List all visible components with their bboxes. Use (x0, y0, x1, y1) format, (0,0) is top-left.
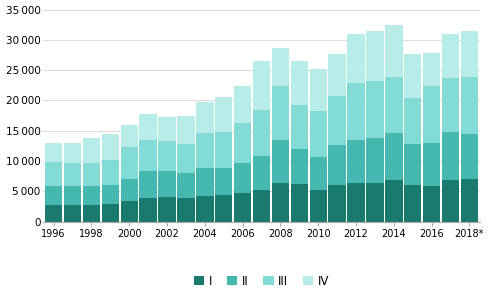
Bar (158, 141, 176, 171)
Bar (366, 183, 383, 222)
Bar (366, 31, 383, 81)
Bar (253, 156, 270, 190)
Bar (64, 143, 81, 162)
Bar (120, 178, 138, 201)
Bar (102, 160, 119, 185)
Bar (347, 83, 365, 140)
Bar (309, 190, 327, 222)
Bar (196, 102, 214, 133)
Bar (215, 195, 232, 222)
Bar (64, 186, 81, 205)
Bar (215, 98, 232, 132)
Bar (139, 114, 157, 140)
Bar (272, 48, 289, 86)
Bar (253, 61, 270, 110)
Bar (404, 185, 421, 222)
Bar (177, 198, 194, 222)
Bar (404, 54, 421, 98)
Bar (139, 198, 157, 222)
Bar (120, 147, 138, 178)
Bar (423, 143, 440, 185)
Bar (328, 95, 346, 145)
Bar (385, 77, 403, 133)
Bar (158, 171, 176, 197)
Bar (234, 86, 251, 124)
Bar (291, 61, 308, 105)
Bar (309, 69, 327, 111)
Bar (64, 205, 81, 222)
Bar (272, 183, 289, 222)
Bar (385, 25, 403, 77)
Bar (309, 111, 327, 157)
Bar (423, 185, 440, 222)
Bar (215, 132, 232, 168)
Bar (347, 34, 365, 83)
Bar (272, 140, 289, 183)
Bar (82, 205, 100, 222)
Bar (215, 168, 232, 195)
Bar (366, 138, 383, 183)
Bar (442, 180, 459, 222)
Bar (385, 133, 403, 180)
Bar (196, 133, 214, 168)
Bar (253, 110, 270, 156)
Bar (291, 149, 308, 184)
Bar (177, 116, 194, 144)
Bar (253, 190, 270, 222)
Bar (82, 138, 100, 162)
Bar (423, 86, 440, 143)
Bar (291, 184, 308, 222)
Bar (461, 31, 478, 77)
Bar (139, 140, 157, 171)
Bar (309, 157, 327, 190)
Bar (120, 201, 138, 222)
Bar (347, 140, 365, 183)
Legend: I, II, III, IV: I, II, III, IV (189, 270, 334, 292)
Bar (234, 193, 251, 222)
Bar (82, 162, 100, 186)
Bar (177, 173, 194, 198)
Bar (442, 34, 459, 78)
Bar (461, 134, 478, 179)
Bar (102, 185, 119, 204)
Bar (45, 205, 62, 222)
Bar (102, 204, 119, 222)
Bar (45, 162, 62, 186)
Bar (328, 185, 346, 222)
Bar (64, 162, 81, 186)
Bar (45, 186, 62, 205)
Bar (423, 53, 440, 86)
Bar (196, 196, 214, 222)
Bar (45, 143, 62, 162)
Bar (177, 144, 194, 173)
Bar (139, 171, 157, 198)
Bar (366, 81, 383, 138)
Bar (442, 132, 459, 180)
Bar (347, 183, 365, 222)
Bar (234, 163, 251, 193)
Bar (158, 197, 176, 222)
Bar (385, 180, 403, 222)
Bar (404, 144, 421, 185)
Bar (234, 124, 251, 163)
Bar (442, 78, 459, 132)
Bar (461, 77, 478, 134)
Bar (82, 186, 100, 205)
Bar (404, 98, 421, 144)
Bar (328, 145, 346, 185)
Bar (461, 179, 478, 222)
Bar (120, 125, 138, 147)
Bar (291, 105, 308, 149)
Bar (102, 134, 119, 160)
Bar (272, 86, 289, 140)
Bar (196, 168, 214, 196)
Bar (328, 54, 346, 95)
Bar (158, 117, 176, 141)
